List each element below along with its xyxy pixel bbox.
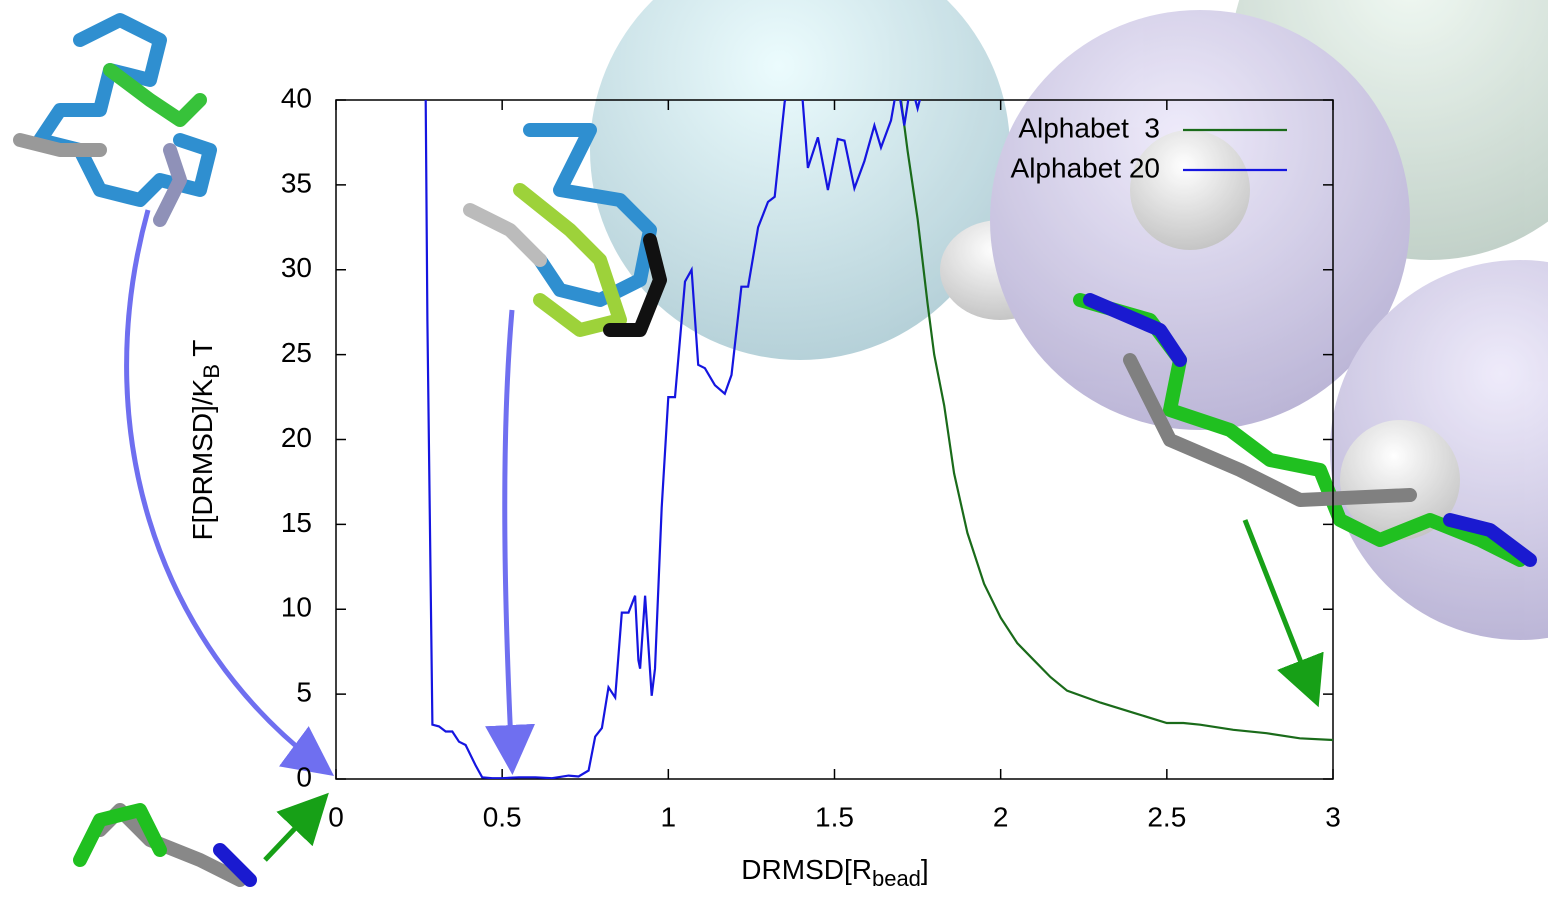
- y-tick-label: 10: [281, 592, 312, 623]
- x-tick-label: 2: [993, 801, 1009, 832]
- series-line: [424, 100, 921, 779]
- legend: Alphabet 3 Alphabet 20: [1011, 112, 1287, 183]
- x-tick-label: 3: [1325, 801, 1341, 832]
- x-label-main: DRMSD[R: [741, 854, 872, 885]
- y-tick-label: 0: [296, 761, 312, 792]
- x-label-sub: bead: [872, 866, 921, 891]
- y-tick-label: 15: [281, 507, 312, 538]
- y-tick-label: 35: [281, 167, 312, 198]
- y-label-main: F[DRMSD]/K: [187, 378, 218, 540]
- legend-label: Alphabet 3: [1018, 112, 1160, 143]
- x-tick-label: 0.5: [483, 801, 522, 832]
- y-label-tail: T: [187, 340, 218, 364]
- plot-area: [424, 100, 1333, 779]
- y-tick-label: 5: [296, 677, 312, 708]
- x-tick-label: 1: [661, 801, 677, 832]
- y-axis-label: F[DRMSD]/KB T: [187, 340, 223, 541]
- molecule-decorations: [13, 13, 1537, 887]
- y-tick-label: 40: [281, 82, 312, 113]
- background-spheres: [590, 0, 1548, 640]
- y-label-sub: B: [199, 364, 224, 379]
- series-line: [899, 100, 1333, 742]
- y-tick-label: 25: [281, 337, 312, 368]
- y-tick-label: 20: [281, 422, 312, 453]
- x-tick-label: 0: [328, 801, 344, 832]
- x-tick-label: 2.5: [1147, 801, 1186, 832]
- y-tick-label: 30: [281, 252, 312, 283]
- x-tick-label: 1.5: [815, 801, 854, 832]
- x-label-tail: ]: [921, 854, 929, 885]
- x-axis-label: DRMSD[Rbead]: [741, 854, 928, 890]
- legend-label: Alphabet 20: [1011, 152, 1160, 183]
- annotation-arrows: [124, 209, 1324, 862]
